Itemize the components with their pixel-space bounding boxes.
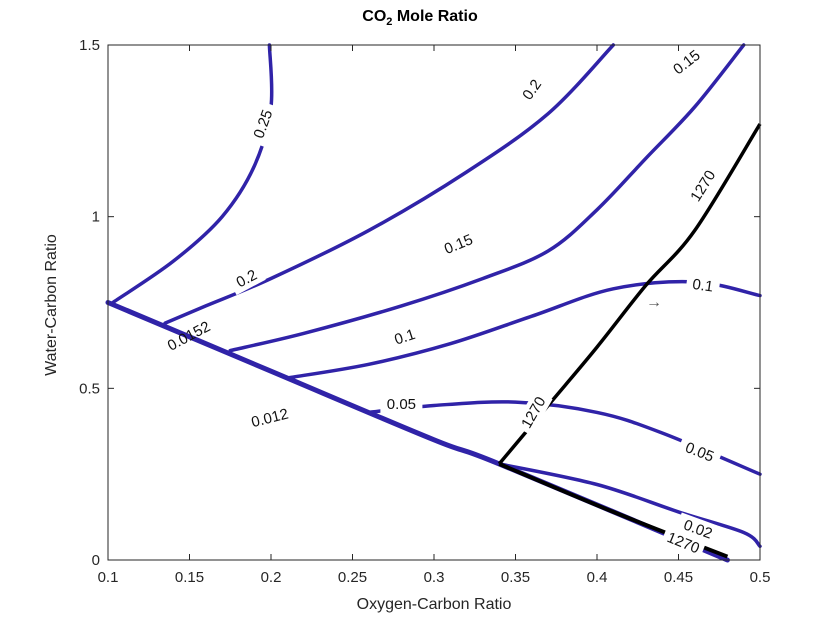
- arrow-glyph: →: [646, 294, 662, 311]
- svg-text:0.1: 0.1: [691, 276, 714, 296]
- contour-line-0.2: [163, 43, 616, 325]
- x-tick-label: 0.4: [587, 569, 608, 586]
- y-tick-label: 0: [92, 552, 100, 569]
- chart-title: CO2 Mole Ratio: [362, 8, 478, 29]
- axis-ticks: 0.1 0.15 0.2 0.25 0.3 0.35 0.4 0.45 0.5 0 0.5 1 1.5: [79, 37, 770, 586]
- contour-line-0.05: [367, 400, 762, 476]
- x-tick-label: 0.35: [501, 569, 530, 586]
- contour-line-0.25: [111, 43, 274, 305]
- contour-line-0.02: [497, 462, 762, 549]
- x-tick-label: 0.25: [338, 569, 367, 586]
- contour-label-0.1: 0.1: [685, 273, 721, 298]
- y-tick-label: 0.5: [79, 380, 100, 397]
- x-tick-label: 0.45: [664, 569, 693, 586]
- x-tick-label: 0.1: [98, 569, 119, 586]
- y-axis-label: Water-Carbon Ratio: [43, 234, 60, 376]
- svg-text:0.1: 0.1: [392, 326, 417, 349]
- y-tick-label: 1.5: [79, 37, 100, 54]
- x-tick-label: 0.3: [424, 569, 445, 586]
- x-tick-label: 0.2: [261, 569, 282, 586]
- contour-label-0.05: 0.05: [380, 393, 423, 414]
- x-axis-label: Oxygen-Carbon Ratio: [356, 596, 512, 613]
- contour-lines: [105, 43, 762, 563]
- contour-line-0.15: [228, 43, 746, 353]
- plot-area: [108, 45, 760, 560]
- svg-text:0.05: 0.05: [387, 396, 416, 413]
- contour-label-0.1: 0.1: [385, 322, 424, 352]
- x-tick-label: 0.5: [750, 569, 771, 586]
- y-tick-label: 1: [92, 209, 100, 226]
- x-tick-label: 0.15: [175, 569, 204, 586]
